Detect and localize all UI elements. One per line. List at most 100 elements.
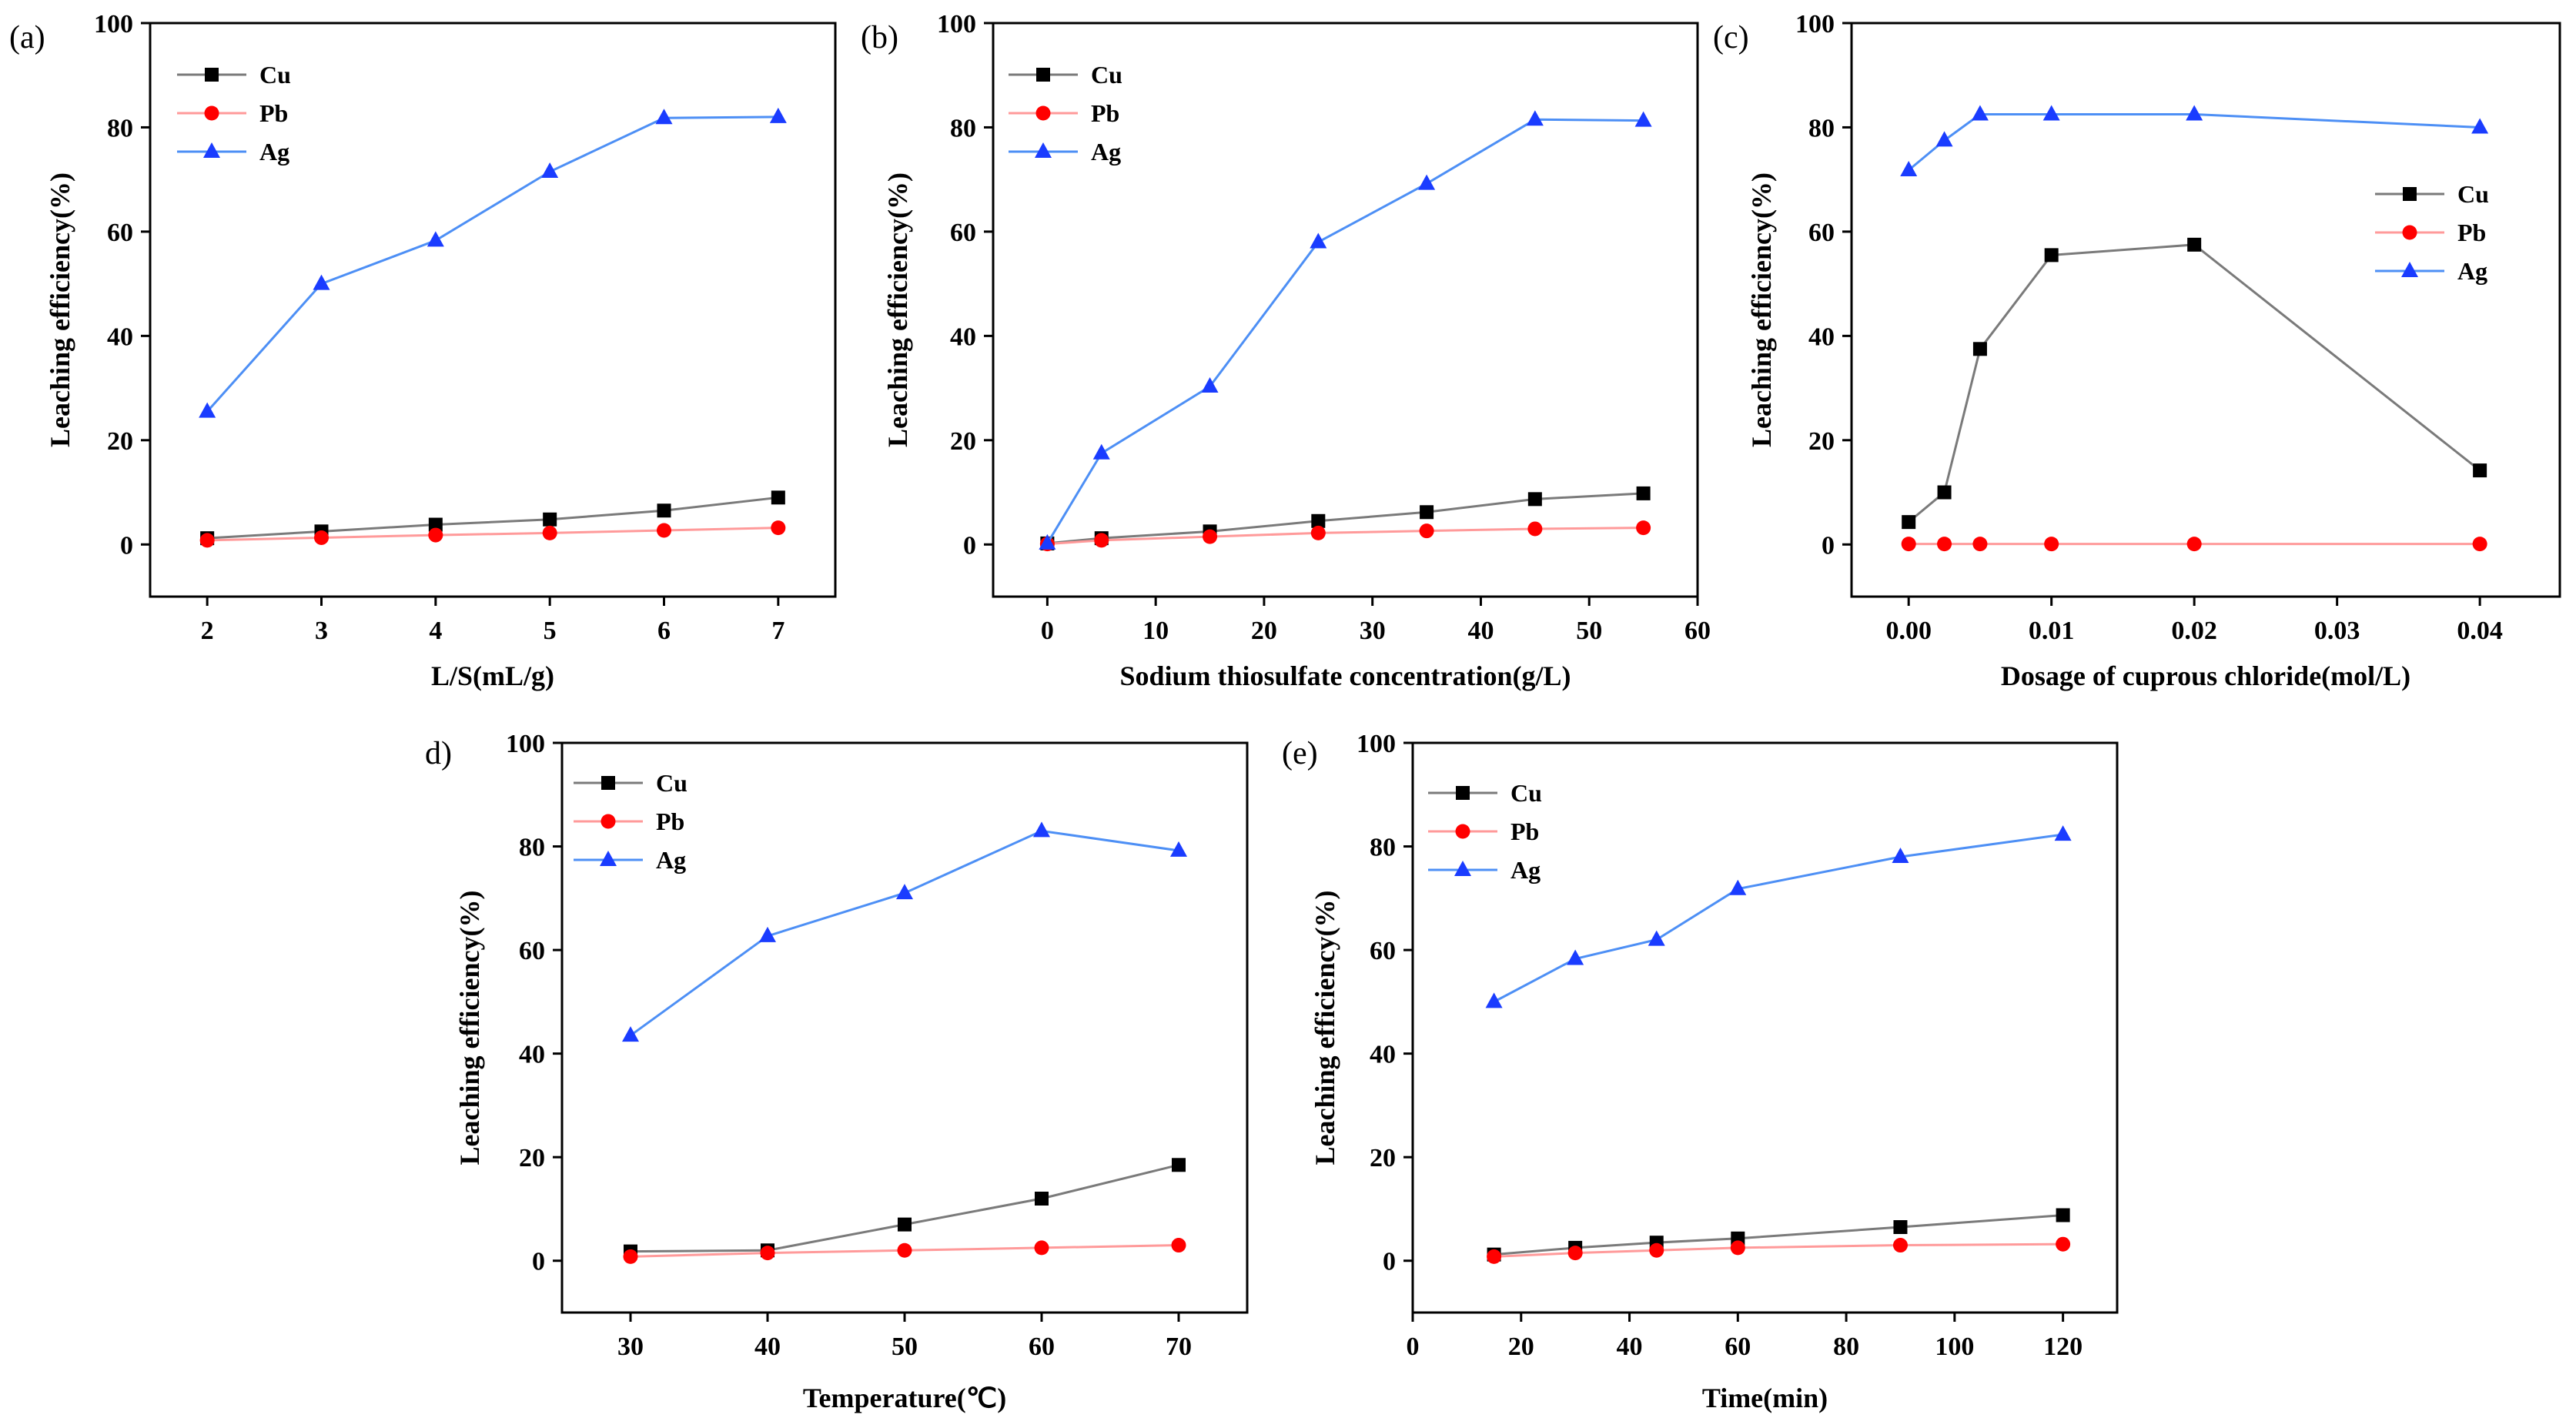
x-tick-label: 0	[1041, 617, 1054, 645]
x-axis-label: L/S(mL/g)	[431, 660, 554, 691]
x-tick-label: 2	[201, 617, 214, 645]
data-point-cu	[1972, 342, 1987, 356]
data-point-ag	[2042, 105, 2060, 121]
data-point-ag	[769, 107, 787, 123]
data-point-pb	[1419, 523, 1434, 539]
y-tick-label: 0	[532, 1248, 545, 1276]
data-point-cu	[1937, 485, 1952, 500]
panel-label: d)	[425, 736, 452, 771]
y-tick-label: 0	[963, 531, 976, 560]
legend-marker-cu	[601, 776, 615, 790]
data-point-pb	[1567, 1246, 1583, 1261]
y-axis-label: Leaching efficiency(%)	[1310, 891, 1340, 1165]
data-point-ag	[1033, 821, 1050, 838]
series-line-ag	[206, 115, 778, 413]
data-point-cu	[543, 512, 557, 527]
data-point-pb	[1730, 1240, 1745, 1256]
series-line-ag	[1046, 118, 1644, 544]
legend-marker-ag	[1454, 861, 1471, 876]
data-point-pb	[428, 527, 443, 543]
data-point-ag	[1039, 533, 1056, 550]
legend-marker-cu	[1456, 786, 1470, 800]
legend-label-pb: Pb	[1510, 818, 1539, 845]
legend-label-cu: Cu	[2457, 180, 2489, 208]
data-point-pb	[1937, 537, 1952, 552]
y-axis-label: Leaching efficiency(%)	[882, 172, 913, 447]
y-tick-label: 100	[937, 10, 976, 38]
x-tick-label: 20	[1508, 1333, 1534, 1361]
panel-label: (c)	[1713, 20, 1749, 55]
y-tick-label: 40	[950, 323, 976, 351]
x-tick-label: 40	[1617, 1333, 1643, 1361]
x-tick-label: 0.01	[2029, 617, 2075, 645]
chart-panel-3: 30 40 50 60 70 0 20 40 60 80 100 Temperature(℃) Leac…	[425, 730, 1249, 1413]
series-line-cu	[207, 496, 779, 540]
data-point-pb	[657, 523, 671, 538]
data-point-pb	[1972, 537, 1988, 552]
x-axis-label: Time(min)	[1702, 1383, 1828, 1413]
data-point-cu	[2187, 237, 2202, 252]
plot-frame	[1411, 741, 2119, 1314]
data-point-pb	[1901, 537, 1916, 552]
legend-marker-cu	[1036, 68, 1050, 82]
y-tick-label: 40	[1370, 1041, 1396, 1069]
data-point-pb	[771, 520, 786, 536]
x-tick-label: 20	[1251, 617, 1277, 645]
chart-panel-1: 0 10 20 30 40 50 60 0 20 40 60 80 100 Sodium thiosulf…	[861, 10, 1711, 691]
data-point-ag	[1634, 111, 1652, 127]
y-tick-label: 20	[107, 427, 133, 456]
x-tick-label: 5	[544, 617, 557, 645]
data-point-pb	[1527, 521, 1543, 537]
data-point-pb	[1203, 529, 1218, 544]
x-tick-label: 120	[2043, 1333, 2083, 1361]
y-axis-label: Leaching efficiency(%)	[45, 172, 75, 447]
plot-frame	[1850, 22, 2561, 598]
y-tick-label: 40	[107, 323, 133, 351]
legend-marker-pb	[1035, 105, 1051, 121]
y-tick-label: 60	[1808, 219, 1835, 247]
legend-marker-pb	[204, 105, 219, 121]
plot-frame	[992, 22, 1699, 598]
data-point-cu	[1035, 1192, 1049, 1206]
x-axis-label: Sodium thiosulfate concentration(g/L)	[1119, 660, 1571, 691]
series-line-cu	[1908, 243, 2481, 523]
data-point-cu	[2473, 463, 2487, 478]
y-tick-label: 20	[950, 427, 976, 456]
data-point-ag	[1485, 992, 1503, 1008]
legend-label-ag: Ag	[1091, 138, 1121, 166]
data-point-pb	[1487, 1249, 1502, 1264]
y-tick-label: 40	[519, 1041, 545, 1069]
x-tick-label: 4	[429, 617, 442, 645]
legend-marker-cu	[205, 68, 219, 82]
legend-label-ag: Ag	[2457, 257, 2487, 285]
x-tick-label: 80	[1833, 1333, 1859, 1361]
data-point-ag	[655, 109, 673, 125]
data-point-pb	[2056, 1236, 2071, 1252]
data-point-pb	[1636, 520, 1651, 536]
data-point-cu	[1636, 486, 1651, 500]
data-point-ag	[199, 402, 216, 418]
x-tick-label: 7	[771, 617, 785, 645]
y-axis-label: Leaching efficiency(%)	[454, 891, 485, 1165]
y-axis-label: Leaching efficiency(%)	[1746, 172, 1777, 447]
x-tick-label: 0.00	[1885, 617, 1932, 645]
data-point-ag	[1418, 174, 1436, 190]
x-axis-label: Temperature(℃)	[803, 1383, 1006, 1413]
y-tick-label: 100	[506, 730, 545, 758]
x-tick-label: 6	[657, 617, 671, 645]
x-tick-label: 30	[617, 1333, 644, 1361]
data-point-pb	[2472, 537, 2487, 552]
legend-marker-ag	[1035, 142, 1052, 158]
series-line-pb	[207, 527, 778, 542]
y-tick-label: 60	[107, 219, 133, 247]
legend-marker-pb	[601, 814, 616, 829]
y-tick-label: 80	[950, 114, 976, 142]
data-point-ag	[1971, 105, 1989, 121]
x-tick-label: 100	[1935, 1333, 1974, 1361]
data-point-ag	[759, 926, 776, 942]
data-point-pb	[2186, 537, 2202, 552]
series-line-cu	[1047, 492, 1644, 545]
legend-marker-ag	[203, 142, 220, 158]
x-tick-label: 30	[1360, 617, 1386, 645]
data-point-cu	[771, 490, 785, 505]
